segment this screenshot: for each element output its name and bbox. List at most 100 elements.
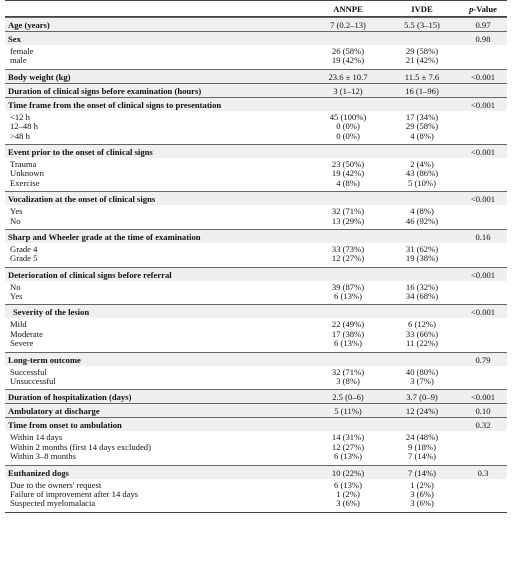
table-cell: 0.32 <box>475 420 491 431</box>
table-cell: 33 (66%) <box>405 328 439 339</box>
table-cell: Euthanized dogs <box>8 467 69 478</box>
table-cell: 6 (12%) <box>408 319 436 330</box>
table-cell: Yes <box>10 292 23 302</box>
list-item: male 19 (42%) 21 (42%) <box>5 55 507 66</box>
vocalization-items: Yes 32 (71%) 4 (8%) No 13 (29%) 46 (92%) <box>5 205 507 229</box>
table-cell <box>459 368 507 377</box>
table-cell: <0.001 <box>470 307 496 318</box>
list-item: Yes 6 (13%) 34 (68%) <box>5 291 507 302</box>
table-cell: Sex <box>8 34 21 44</box>
row-grade: Sharp and Wheeler grade at the time of e… <box>5 228 507 243</box>
table-cell: 0 (0%) <box>336 121 360 132</box>
table-cell: 3 (1–12) <box>333 85 363 96</box>
list-item: Due to the owners' request 6 (13%) 1 (2%) <box>5 480 507 490</box>
header-p-value: p-Value <box>469 4 497 14</box>
table-cell: 32 (71%) <box>331 366 365 377</box>
table-cell: 31 (62%) <box>405 243 439 254</box>
table-cell: <0.001 <box>470 269 496 280</box>
row-duration: Duration of clinical signs before examin… <box>5 82 507 97</box>
table-cell: 19 (38%) <box>405 253 439 264</box>
outcome-items: Successful 32 (71%) 40 (80%) Unsuccessful 3… <box>5 365 507 390</box>
list-item: Severe 6 (13%) 11 (22%) <box>5 338 507 349</box>
table-cell: 5.5 (3–15) <box>404 20 440 30</box>
table-cell <box>459 245 507 254</box>
table-cell: 6 (13%) <box>334 451 362 462</box>
table-cell: 0 (0%) <box>336 130 360 141</box>
list-item: Trauma 23 (50%) 2 (4%) <box>5 159 507 169</box>
table-cell: <0.001 <box>470 194 496 205</box>
table-cell: 6 (13%) <box>334 338 362 349</box>
deterioration-items: No 39 (87%) 16 (32%) Yes 6 (13%) 34 (68%) <box>5 280 507 305</box>
table-cell: 0.10 <box>475 406 491 417</box>
list-item: Within 2 months (first 14 days excluded)… <box>5 442 507 452</box>
table-cell <box>459 169 507 178</box>
list-item: Moderate 17 (38%) 33 (66%) <box>5 328 507 339</box>
table-cell: Unsuccessful <box>10 377 56 387</box>
header-ivde: IVDE <box>411 4 433 14</box>
table-cell <box>459 56 507 65</box>
table-cell: 0.79 <box>475 354 491 365</box>
table-cell: Successful <box>10 367 47 377</box>
table-cell: Duration of clinical signs before examin… <box>8 85 202 96</box>
table-cell: Vocalization at the onset of clinical si… <box>8 194 156 205</box>
table-cell: 4 (8%) <box>410 206 434 217</box>
sex-items: female 26 (58%) 29 (58%) male 19 (42%) 21 (4… <box>5 45 507 69</box>
table-cell: 14 (31%) <box>331 432 365 443</box>
table-cell: 29 (58%) <box>405 121 439 132</box>
row-ambulatory: Ambulatory at discharge 5 (11%) 12 (24%)… <box>5 403 507 418</box>
list-item: Yes 32 (71%) 4 (8%) <box>5 206 507 217</box>
table-cell: 0.16 <box>475 231 491 242</box>
row-event: Event prior to the onset of clinical sig… <box>5 143 507 158</box>
list-item: Successful 32 (71%) 40 (80%) <box>5 366 507 377</box>
table-cell <box>459 207 507 216</box>
table-cell: Time frame from the onset of clinical si… <box>8 99 222 110</box>
table-cell: 16 (32%) <box>405 281 439 292</box>
table-cell: 21 (42%) <box>405 55 439 66</box>
table-cell: No <box>10 216 21 226</box>
table-cell <box>459 292 507 301</box>
table-cell: 0.3 <box>477 467 489 478</box>
table-cell: 13 (29%) <box>331 215 365 226</box>
table-cell: Yes <box>10 207 23 217</box>
table-cell: <0.001 <box>470 392 496 403</box>
table-cell: <12 h <box>10 112 30 122</box>
list-item: Unknown 19 (42%) 43 (86%) <box>5 168 507 178</box>
table-cell: 34 (68%) <box>405 291 439 302</box>
table-cell <box>459 122 507 131</box>
table-cell: Within 2 months (first 14 days excluded) <box>10 442 151 452</box>
table-cell <box>459 113 507 122</box>
event-items: Trauma 23 (50%) 2 (4%) Unknown 19 (42%) 43 (… <box>5 157 507 192</box>
table-cell: 10 (22%) <box>331 467 365 478</box>
row-sex: Sex 0.98 <box>5 31 507 45</box>
table-cell: Severity of the lesion <box>13 307 90 318</box>
table-cell: Time from onset to ambulation <box>8 420 122 431</box>
row-onset-ambulation: Time from onset to ambulation 0.32 <box>5 417 507 432</box>
table-cell: Event prior to the onset of clinical sig… <box>8 146 153 157</box>
table-cell: Moderate <box>10 329 43 339</box>
table-cell: 33 (73%) <box>331 243 365 254</box>
table-cell: Ambulatory at discharge <box>8 406 100 417</box>
list-item: >48 h 0 (0%) 4 (8%) <box>5 130 507 141</box>
table-cell: 3 (7%) <box>410 376 434 387</box>
table-cell: 32 (71%) <box>331 206 365 217</box>
table-cell: <0.001 <box>470 99 496 110</box>
list-item: 12–48 h 0 (0%) 29 (58%) <box>5 121 507 132</box>
table-cell <box>459 283 507 292</box>
list-item: Exercise 4 (8%) 5 (10%) <box>5 178 507 188</box>
table-header: ANNPE IVDE p-Value <box>5 0 507 17</box>
table-cell: Mild <box>10 320 27 330</box>
time-frame-items: <12 h 45 (100%) 17 (34%) 12–48 h 0 (0%) 29 (… <box>5 110 507 144</box>
table-cell: 3 (6%) <box>336 498 360 509</box>
table-cell <box>459 217 507 226</box>
list-item: No 13 (29%) 46 (92%) <box>5 215 507 226</box>
row-vocalization: Vocalization at the onset of clinical si… <box>5 191 507 206</box>
table-cell: 2.5 (0–6) <box>332 392 364 403</box>
table-cell <box>459 377 507 386</box>
table-cell: 7 (0.2–13) <box>330 20 366 30</box>
table-cell: Long-term outcome <box>8 354 81 365</box>
table-cell: 6 (13%) <box>334 291 362 302</box>
table-cell: 0.98 <box>475 34 491 44</box>
list-item: Grade 5 12 (27%) 19 (38%) <box>5 253 507 264</box>
table-cell: 39 (87%) <box>331 281 365 292</box>
list-item: Unsuccessful 3 (8%) 3 (7%) <box>5 376 507 387</box>
